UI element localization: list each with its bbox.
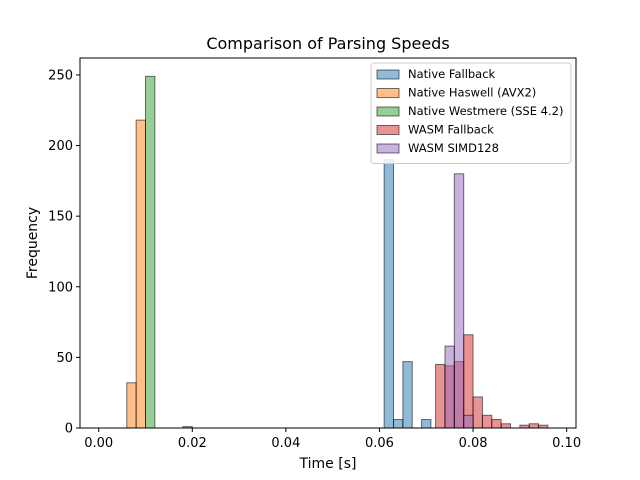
y-tick-label: 50 <box>56 351 73 366</box>
histogram-bar <box>528 423 540 429</box>
plot-frame <box>79 57 577 429</box>
x-tick-label: 0.08 <box>459 436 488 451</box>
histogram-bar <box>126 382 137 429</box>
x-tick-label: 0.04 <box>271 436 300 451</box>
x-axis: 0.00 0.02 0.04 0.06 0.08 0.10 <box>84 428 581 451</box>
y-tick-label: 200 <box>48 139 73 154</box>
bars-layer <box>126 75 549 429</box>
y-tick-label: 250 <box>48 68 73 83</box>
series-0-bars <box>383 159 432 429</box>
x-tick-label: 0.10 <box>552 436 581 451</box>
legend-item: WASM SIMD128 <box>376 141 499 155</box>
x-tick-label: 0.00 <box>84 436 113 451</box>
histogram-bar <box>435 363 446 429</box>
legend-box <box>370 62 572 164</box>
legend-label: Native Fallback <box>408 67 496 81</box>
histogram-bar <box>463 414 474 429</box>
legend-swatch <box>376 88 400 98</box>
x-tick-label: 0.02 <box>178 436 207 451</box>
legend-swatch <box>376 143 400 154</box>
legend: Native Fallback Native Haswell (AVX2) Nati… <box>370 62 572 164</box>
x-axis-label: Time [s] <box>299 456 357 472</box>
histogram-bar <box>393 419 404 429</box>
legend-label: WASM Fallback <box>408 123 494 137</box>
y-axis: 0 50 100 150 200 250 <box>48 68 80 437</box>
histogram-bar <box>421 419 432 429</box>
histogram-bar <box>402 361 413 429</box>
legend-label: Native Westmere (SSE 4.2) <box>408 104 563 118</box>
legend-swatch <box>376 106 400 117</box>
histogram-bar <box>145 75 156 429</box>
x-tick-label: 0.06 <box>365 436 394 451</box>
legend-swatch <box>376 69 400 80</box>
histogram-bar <box>491 419 502 429</box>
histogram-bar <box>472 396 483 429</box>
histogram-bar <box>481 414 493 429</box>
chart-title: Comparison of Parsing Speeds <box>206 34 449 53</box>
histogram-bar <box>383 159 395 429</box>
y-tick-label: 100 <box>48 280 73 295</box>
histogram-bar <box>444 345 455 429</box>
legend-item: Native Fallback <box>376 67 496 81</box>
legend-label: Native Haswell (AVX2) <box>408 86 536 100</box>
histogram-bar <box>500 423 511 429</box>
y-axis-label: Frequency <box>25 207 41 279</box>
y-tick-label: 0 <box>65 422 73 437</box>
series-2-bars <box>145 75 193 429</box>
legend-label: WASM SIMD128 <box>408 141 499 155</box>
histogram-bar <box>453 173 465 429</box>
histogram-bar <box>463 334 474 429</box>
legend-item: Native Haswell (AVX2) <box>376 86 536 100</box>
legend-item: Native Westmere (SSE 4.2) <box>376 104 563 118</box>
y-tick-label: 150 <box>48 210 73 225</box>
legend-item: WASM Fallback <box>376 123 494 137</box>
legend-swatch <box>376 125 400 135</box>
histogram-bar <box>135 119 147 429</box>
series-1-bars <box>126 119 147 429</box>
